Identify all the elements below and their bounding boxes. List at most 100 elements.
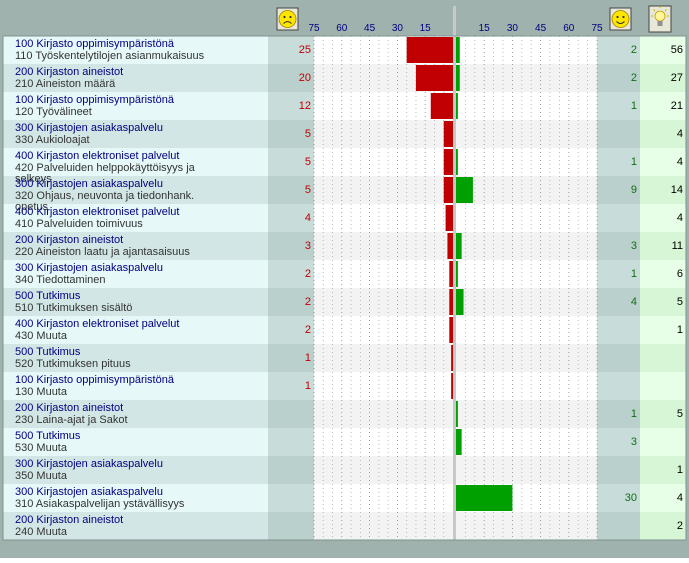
subcategory-label: 410 Palveluiden toimivuus [15, 218, 143, 230]
positive-count: 4 [631, 296, 637, 308]
negative-count: 5 [305, 184, 311, 196]
label-cell [3, 512, 268, 540]
pos-tick-label: 75 [591, 23, 603, 34]
idea-count: 14 [671, 184, 683, 196]
positive-count: 30 [625, 492, 637, 504]
positive-bar [456, 149, 458, 175]
label-cell [3, 456, 268, 484]
positive-count: 2 [631, 72, 637, 84]
label-cell [3, 36, 268, 64]
positive-count: 3 [631, 436, 637, 448]
subcategory-label: 520 Tutkimuksen pituus [15, 358, 131, 370]
label-cell [3, 316, 268, 344]
subcategory-label: 230 Laina-ajat ja Sakot [15, 414, 128, 426]
label-cell [3, 92, 268, 120]
label-cell [3, 344, 268, 372]
negative-count: 3 [305, 240, 311, 252]
idea-count: 56 [671, 44, 683, 56]
idea-count: 5 [677, 408, 683, 420]
negative-bar [430, 93, 453, 119]
idea-count: 2 [677, 520, 683, 532]
neg-tick-label: 60 [336, 23, 348, 34]
label-cell [3, 428, 268, 456]
negative-bar [443, 121, 453, 147]
idea-count: 1 [677, 324, 683, 336]
idea-count: 5 [677, 296, 683, 308]
sad-face-icon [276, 7, 299, 31]
negative-bar [406, 37, 453, 63]
negative-bar [447, 233, 453, 259]
positive-bar [456, 37, 460, 63]
negative-bar [445, 205, 453, 231]
neg-tick-label: 75 [308, 23, 320, 34]
positive-bar [456, 65, 460, 91]
label-cell [3, 64, 268, 92]
negative-bar [449, 289, 453, 315]
positive-count: 3 [631, 240, 637, 252]
label-cell [3, 120, 268, 148]
positive-count: 1 [631, 156, 637, 168]
category-label: 200 Kirjaston aineistot [15, 234, 123, 246]
negative-bar [443, 177, 453, 203]
chart-header: 75 60 45 30 15 15 30 45 60 75 [276, 5, 672, 34]
negative-count: 1 [305, 380, 311, 392]
category-label: 100 Kirjasto oppimisympäristönä [15, 94, 175, 106]
column-backgrounds [3, 36, 686, 540]
label-cell [3, 204, 268, 232]
positive-count: 2 [631, 44, 637, 56]
category-label: 400 Kirjaston elektroniset palvelut [15, 318, 179, 330]
negative-count: 5 [305, 156, 311, 168]
pos-tick-label: 45 [535, 23, 547, 34]
idea-count: 4 [677, 492, 683, 504]
category-label: 400 Kirjaston elektroniset palvelut [15, 206, 179, 218]
idea-count: 4 [677, 156, 683, 168]
idea-count: 27 [671, 72, 683, 84]
category-label: 300 Kirjastojen asiakaspalvelu [15, 458, 163, 470]
negative-count: 2 [305, 324, 311, 336]
negative-bar [451, 373, 453, 399]
pos-tick-label: 15 [479, 23, 491, 34]
positive-count: 1 [631, 100, 637, 112]
subcategory-label: 130 Muuta [15, 386, 68, 398]
neg-tick-label: 15 [420, 23, 432, 34]
positive-bar [456, 261, 458, 287]
negative-count: 20 [299, 72, 311, 84]
idea-count: 4 [677, 128, 683, 140]
negative-count: 1 [305, 352, 311, 364]
positive-bar [456, 233, 462, 259]
positive-bar [456, 289, 464, 315]
label-cell [3, 176, 268, 204]
positive-count: 1 [631, 268, 637, 280]
positive-bar [456, 429, 462, 455]
subcategory-label: 330 Aukioloajat [15, 134, 90, 146]
category-label: 300 Kirjastojen asiakaspalvelu [15, 178, 163, 190]
positive-count: 9 [631, 184, 637, 196]
negative-count: 4 [305, 212, 311, 224]
subcategory-label: 210 Aineiston määrä [15, 78, 116, 90]
subcategory-label: 420 Palveluiden helppokäyttöisyys ja selk… [15, 162, 196, 185]
positive-bar [456, 485, 513, 511]
subcategory-label: 120 Työvälineet [15, 106, 92, 118]
table-border [2, 35, 687, 541]
label-cell [3, 288, 268, 316]
idea-count: 11 [672, 240, 683, 252]
pos-tick-label: 30 [507, 23, 519, 34]
lightbulb-icon [648, 5, 672, 33]
idea-count: 1 [677, 464, 683, 476]
category-label: 300 Kirjastojen asiakaspalvelu [15, 262, 163, 274]
category-label: 200 Kirjaston aineistot [15, 514, 123, 526]
